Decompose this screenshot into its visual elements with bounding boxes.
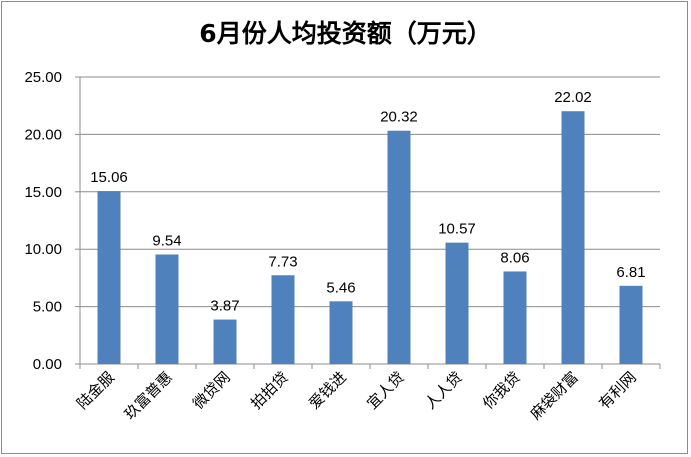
x-category-label: 微贷网 [189, 368, 234, 413]
bar [329, 301, 353, 364]
y-tick-label: 0.00 [33, 356, 62, 373]
y-axis-ticks: 0.00 5.00 10.00 15.00 20.00 25.00 [24, 69, 80, 373]
data-label: 8.06 [500, 249, 529, 266]
chart-title: 6月份人均投资额（万元） [199, 19, 492, 48]
y-tick-label: 25.00 [24, 69, 62, 86]
data-label: 3.87 [210, 298, 239, 315]
bars [97, 111, 643, 364]
x-axis-categories: 陆金服 玖富普惠 微贷网 拍拍贷 爱钱进 宜人贷 人人贷 你我贷 麻袋财富 有利网 [73, 368, 640, 423]
data-label: 6.81 [616, 264, 645, 281]
data-label: 10.57 [438, 221, 476, 238]
x-category-label: 陆金服 [73, 368, 118, 413]
bar [619, 285, 643, 364]
y-tick-label: 15.00 [24, 184, 62, 201]
bar [503, 271, 527, 364]
x-category-label: 宜人贷 [363, 368, 408, 413]
bar [561, 111, 585, 364]
x-category-label: 麻袋财富 [527, 368, 582, 423]
bar [213, 319, 237, 364]
data-label: 5.46 [326, 279, 355, 296]
bar [155, 254, 179, 364]
bar [271, 275, 295, 364]
x-category-label: 人人贷 [421, 368, 466, 413]
data-label: 9.54 [152, 232, 181, 249]
x-category-label: 玖富普惠 [121, 368, 176, 423]
bar [445, 242, 469, 364]
bar [97, 191, 121, 364]
bar [387, 130, 411, 364]
data-label: 22.02 [554, 89, 592, 106]
data-labels: 15.06 9.54 3.87 7.73 5.46 20.32 10.57 8.06 22.02… [90, 89, 645, 314]
y-tick-label: 5.00 [33, 299, 62, 316]
data-label: 15.06 [90, 169, 128, 186]
data-label: 7.73 [268, 253, 297, 270]
y-tick-label: 10.00 [24, 241, 62, 258]
x-category-label: 你我贷 [479, 368, 524, 413]
x-category-label: 爱钱进 [305, 368, 350, 413]
y-tick-label: 20.00 [24, 126, 62, 143]
x-category-label: 有利网 [595, 368, 640, 413]
data-label: 20.32 [380, 109, 418, 126]
x-category-label: 拍拍贷 [247, 368, 292, 413]
